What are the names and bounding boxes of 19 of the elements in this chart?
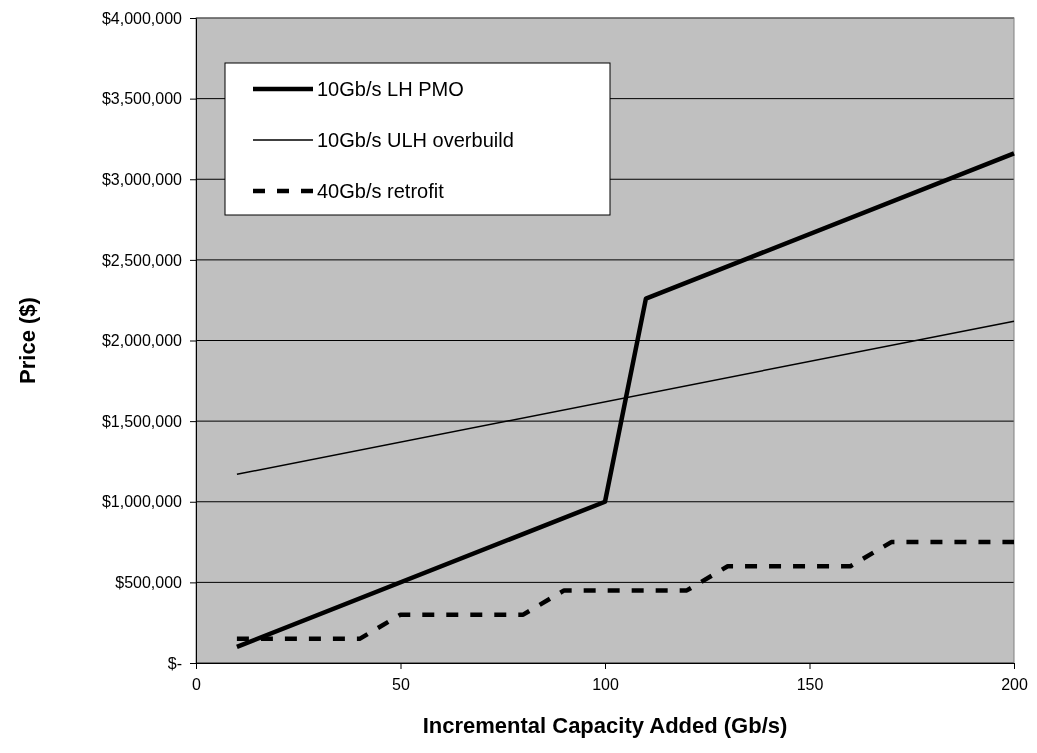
legend-label: 10Gb/s LH PMO [317,78,464,100]
x-tick-label: 0 [192,676,202,694]
legend-label: 10Gb/s ULH overbuild [317,129,514,151]
x-tick-label: 150 [796,676,824,694]
y-tick-label: $- [167,654,182,672]
y-tick-label: $2,000,000 [101,332,183,350]
y-tick-label: $1,000,000 [101,493,183,511]
x-tick-label: 200 [1001,676,1028,694]
y-tick-label: $3,000,000 [101,170,183,188]
y-axis-title: Price ($) [15,297,40,384]
y-tick-label: $4,000,000 [101,9,183,27]
x-tick-label: 50 [392,676,410,694]
x-tick-label: 100 [592,676,619,694]
x-axis-title: Incremental Capacity Added (Gb/s) [422,713,788,738]
y-tick-label: $1,500,000 [101,412,183,430]
y-tick-label: $500,000 [115,573,183,591]
legend-label: 40Gb/s retrofit [317,180,445,202]
y-tick-label: $3,500,000 [101,90,183,108]
y-tick-label: $2,500,000 [101,251,183,269]
